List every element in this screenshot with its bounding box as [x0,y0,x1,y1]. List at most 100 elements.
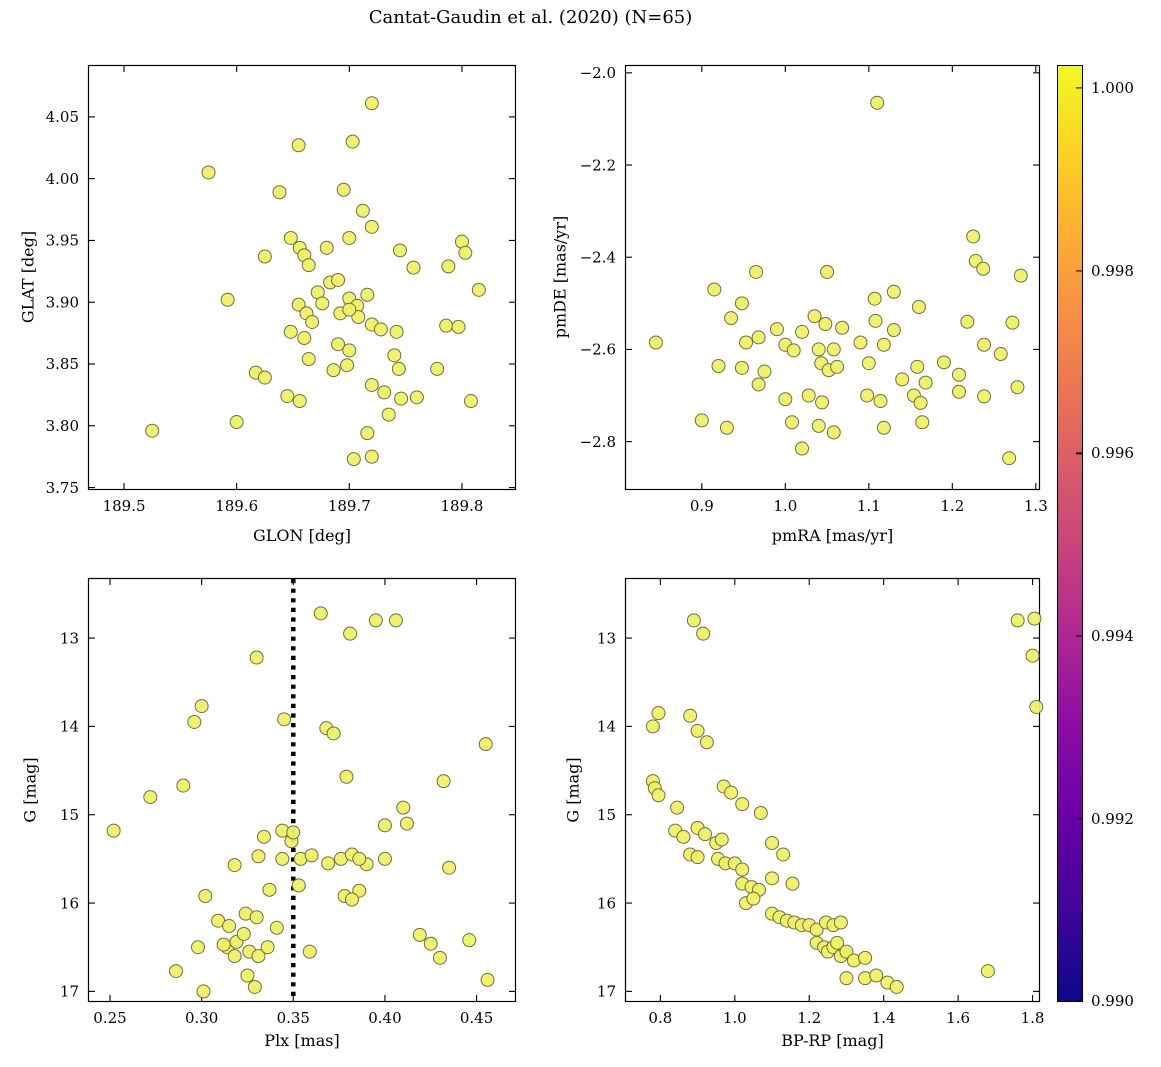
x-tick-label: 0.25 [93,1009,126,1027]
colorbar-tick-label: 0.994 [1091,627,1134,646]
data-point [272,185,287,200]
data-point [1013,268,1028,283]
x-tick-label: 0.8 [648,1009,672,1027]
data-point [694,413,709,428]
data-point [471,282,486,297]
data-point [977,337,992,352]
y-tick-label: 4.05 [46,108,79,126]
plot-frame [624,577,1041,1003]
x-tick-label: 1.1 [857,497,881,515]
colorbar-tick-label: 0.990 [1091,991,1134,1010]
data-point [886,323,901,338]
data-point [321,856,336,871]
data-point [886,284,901,299]
data-point [960,314,975,329]
data-point [319,240,334,255]
data-point [315,296,330,311]
data-point [936,355,951,370]
data-point [462,933,477,948]
data-point [835,320,850,335]
data-point [262,882,277,897]
ylabel-g-right: G [mag] [563,757,583,823]
data-point [291,297,306,312]
data-point [336,182,351,197]
data-point [478,737,493,752]
data-point [292,394,307,409]
scatter-plx-g: 0.25 0.30 0.35 0.40 0.45 13 14 15 16 17 [60,577,517,1027]
data-point [345,134,360,149]
data-point [286,825,301,840]
data-point [277,712,292,727]
data-point [236,926,251,941]
xlabel-pmra: pmRA [mas/yr] [771,526,894,545]
colorbar-tick-mark [1076,1000,1082,1002]
y-tick-label: 3.80 [46,417,79,435]
data-point [297,331,312,346]
data-point [690,723,705,738]
data-point [377,851,392,866]
data-point [387,348,402,363]
data-point [839,971,854,986]
data-point [222,919,237,934]
data-point [388,613,403,628]
y-tick-label: −2.8 [580,433,616,451]
data-point [373,322,388,337]
data-point [220,292,235,307]
colorbar-gradient [1057,65,1083,1002]
data-point [739,335,754,350]
y-tick-label: 17 [60,983,79,1001]
data-point [735,797,750,812]
data-point [910,359,925,374]
figure-title: Cantat-Gaudin et al. (2020) (N=65) [368,7,693,28]
data-point [980,964,995,979]
data-point [801,388,816,403]
data-point [436,774,451,789]
x-tick-label: 0.30 [185,1009,218,1027]
scatter-pmra-pmde: 0.9 1.0 1.1 1.2 1.3 −2.0 −2.2 −2.4 −2.6 −2.8 [580,64,1048,515]
data-point [966,229,981,244]
data-point [249,910,264,925]
data-point [833,915,848,930]
data-point [198,889,213,903]
data-point [765,871,780,886]
data-point [423,936,438,951]
data-point [749,264,764,279]
data-point [1010,613,1025,628]
panel-pmra-pmde: 0.9 1.0 1.1 1.2 1.3 −2.0 −2.2 −2.4 −2.6 −2.8 [580,64,1048,515]
data-point [651,706,666,721]
data-point [451,319,466,334]
data-point [769,322,784,337]
data-point [364,449,379,464]
data-point [751,330,766,345]
x-tick-label: 0.9 [690,497,714,515]
y-tick-label: 3.90 [46,293,79,311]
data-point [795,441,810,456]
data-point [381,407,396,422]
data-point [1005,315,1020,330]
x-tick-label: 189.5 [103,497,146,515]
data-point [392,243,407,258]
data-point [249,650,264,665]
data-point [340,358,355,373]
data-point [331,337,346,352]
data-point [216,937,231,952]
data-point [724,311,739,326]
data-point [913,395,928,410]
data-point [439,318,454,333]
data-point [409,390,424,405]
x-tick-label: 0.35 [277,1009,310,1027]
y-tick-label: −2.6 [580,341,616,359]
data-point [355,203,370,218]
scatter-glon-glat: 189.5 189.6 189.7 189.8 3.75 3.80 3.85 3.90 3.95… [46,64,517,515]
data-point [751,377,766,392]
data-point [251,949,266,964]
colorbar: 1.000 0.998 0.996 0.994 0.992 0.990 [1057,65,1161,1010]
data-point [304,848,319,863]
y-tick-label: 16 [597,894,616,912]
data-point [251,849,266,864]
x-tick-label: 189.8 [440,497,483,515]
colorbar-tick-mark [1076,818,1082,820]
data-point [257,370,272,385]
data-point [735,862,750,877]
x-tick-label: 1.6 [946,1009,970,1027]
